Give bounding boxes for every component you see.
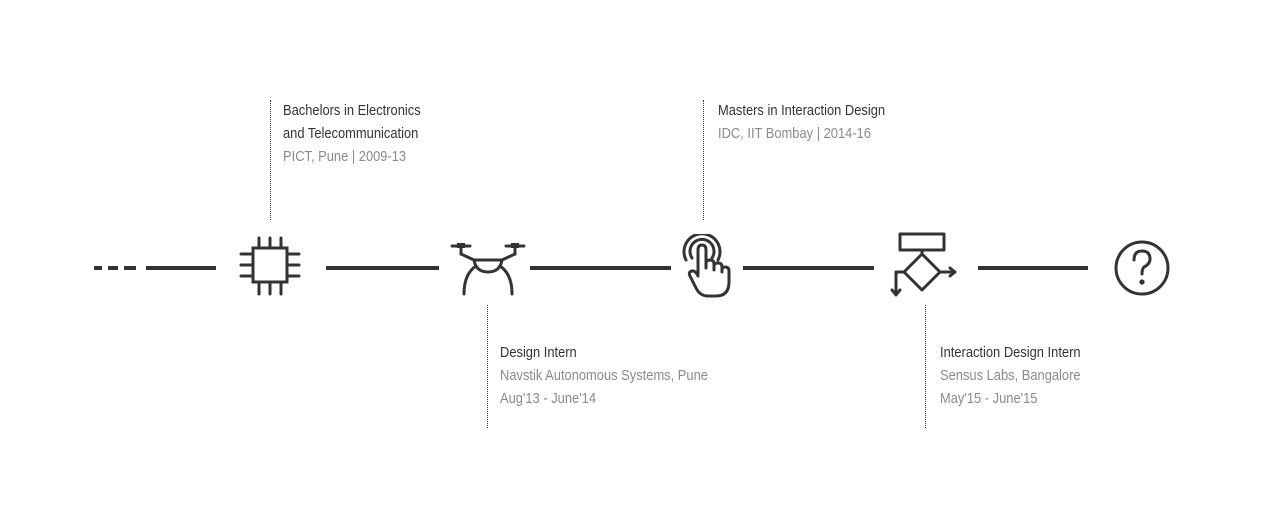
milestone-detail: Aug'13 - June'14 — [500, 390, 597, 407]
touch-gesture-icon — [682, 234, 731, 298]
timeline-segment — [978, 266, 1088, 270]
milestone-connector — [925, 305, 926, 428]
timeline-segment — [530, 266, 671, 270]
milestone-connector — [270, 100, 271, 220]
chip-icon — [239, 236, 301, 296]
question-mark-icon — [1114, 240, 1170, 296]
milestone-label-bachelors: Bachelors in Electronics and Telecommuni… — [283, 99, 443, 168]
flowchart-icon — [890, 232, 957, 297]
milestone-label-masters: Masters in Interaction Design IDC, IIT B… — [718, 99, 912, 145]
timeline-lead-dash — [108, 266, 118, 270]
milestone-detail: PICT, Pune | 2009-13 — [283, 148, 407, 165]
milestone-title: and Telecommunication — [283, 125, 419, 142]
timeline-segment — [743, 266, 874, 270]
milestone-title: Bachelors in Electronics — [283, 102, 421, 119]
milestone-label-interaction-intern: Interaction Design Intern Sensus Labs, B… — [940, 341, 1103, 410]
drone-icon — [450, 243, 526, 296]
milestone-detail: Navstik Autonomous Systems, Pune — [500, 367, 708, 384]
milestone-detail: May'15 - June'15 — [940, 390, 1038, 407]
milestone-title: Masters in Interaction Design — [718, 102, 886, 119]
milestone-connector — [487, 305, 488, 428]
milestone-connector — [703, 100, 704, 220]
milestone-detail: Sensus Labs, Bangalore — [940, 367, 1081, 384]
timeline-lead-dash — [94, 266, 102, 270]
milestone-title: Interaction Design Intern — [940, 344, 1081, 361]
timeline-lead-dash — [124, 266, 136, 270]
timeline-segment — [146, 266, 216, 270]
milestone-label-design-intern: Design Intern Navstik Autonomous Systems… — [500, 341, 742, 410]
milestone-title: Design Intern — [500, 344, 577, 361]
milestone-detail: IDC, IIT Bombay | 2014-16 — [718, 125, 871, 142]
timeline-segment — [326, 266, 439, 270]
